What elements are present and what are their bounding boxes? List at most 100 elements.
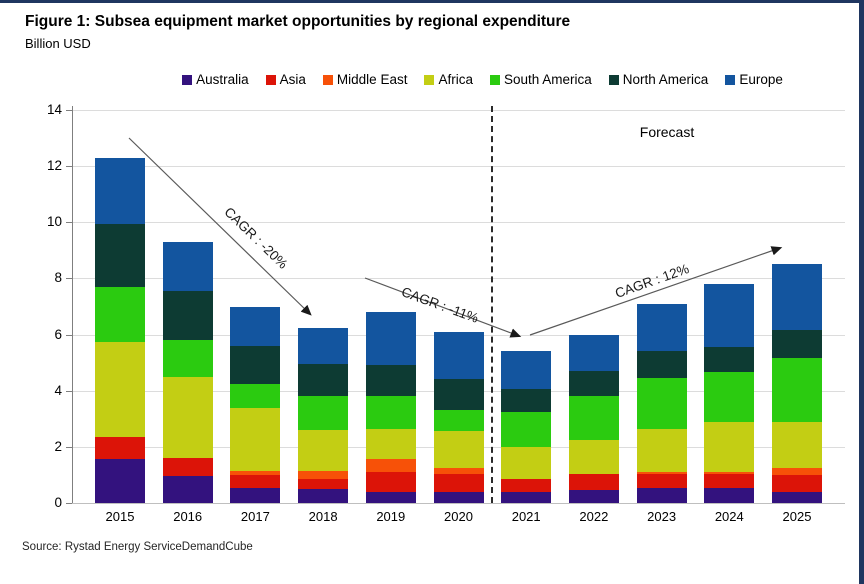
bar-2020-africa: [433, 431, 484, 468]
bar-2019-asia: [365, 472, 416, 492]
bar-2017-asia: [230, 474, 281, 488]
x-tick-label-2020: 2020: [444, 509, 473, 524]
x-tick-label-2024: 2024: [714, 509, 744, 524]
bar-2020-asia: [433, 473, 484, 492]
forecast-divider-line: [491, 106, 494, 503]
cagr-label-decline-1: CAGR : -20%: [221, 204, 291, 272]
legend-swatch-icon: [725, 74, 736, 85]
bar-2015-north-america: [95, 223, 145, 287]
bar-2024-south-america: [704, 372, 755, 422]
bar-2017-north-america: [230, 345, 281, 384]
bar-2020-europe: [433, 331, 484, 380]
legend-swatch-icon: [265, 74, 276, 85]
bar-2023-europe: [636, 303, 687, 352]
bar-2019-middle-east: [365, 459, 416, 473]
x-tick-label-2022: 2022: [579, 509, 609, 524]
legend-item-asia: Asia: [265, 72, 306, 87]
bar-2020-australia: [433, 491, 484, 503]
bar-2017-south-america: [230, 383, 281, 408]
bar-2020-north-america: [433, 379, 484, 411]
x-tick-label-2016: 2016: [173, 509, 203, 524]
bar-2018-europe: [298, 327, 349, 365]
legend-label: South America: [503, 72, 592, 87]
bar-2024-middle-east: [704, 472, 755, 474]
y-tick-label-4: 4: [54, 382, 62, 398]
bar-2016-asia: [162, 458, 213, 477]
y-tick-label-14: 14: [46, 102, 62, 117]
bar-2023-middle-east: [636, 472, 687, 474]
top-border: [0, 0, 864, 3]
bar-2017-australia: [230, 487, 281, 503]
y-tick-label-10: 10: [46, 214, 62, 230]
bar-2025-middle-east: [772, 467, 822, 475]
bar-2015-europe: [95, 157, 145, 224]
bar-2022-north-america: [568, 371, 619, 397]
legend-swatch-icon: [489, 74, 500, 85]
gridline-y14: [73, 110, 845, 111]
bar-2019-africa: [365, 428, 416, 460]
forecast-label: Forecast: [639, 124, 695, 140]
bar-2025-australia: [772, 491, 822, 503]
y-tick-12: [66, 166, 72, 168]
bar-2023-asia: [636, 473, 687, 488]
bar-2017-africa: [230, 407, 281, 471]
bar-2018-africa: [298, 430, 349, 471]
bar-2015-south-america: [95, 286, 145, 342]
y-tick-0: [66, 503, 72, 504]
bar-2015-asia: [95, 437, 145, 460]
legend-swatch-icon: [424, 74, 435, 85]
bar-2023-south-america: [636, 378, 687, 429]
bar-2023-australia: [636, 487, 687, 503]
bar-2016-north-america: [162, 291, 213, 341]
bar-2024-north-america: [704, 347, 755, 373]
bar-2021-asia: [501, 479, 552, 492]
legend-label: Asia: [279, 72, 306, 87]
bar-2020-middle-east: [433, 467, 484, 474]
bar-2018-australia: [298, 488, 349, 503]
x-tick-label-2019: 2019: [376, 509, 406, 524]
bar-2016-south-america: [162, 340, 213, 377]
bar-2018-north-america: [298, 364, 349, 397]
bar-2019-north-america: [365, 365, 416, 397]
bar-2024-europe: [704, 284, 755, 348]
bar-2021-africa: [501, 446, 552, 480]
legend-swatch-icon: [608, 74, 619, 85]
bar-2025-asia: [772, 474, 822, 492]
bar-2025-south-america: [772, 358, 822, 422]
bar-2019-south-america: [365, 396, 416, 429]
bar-2018-south-america: [298, 396, 349, 430]
bar-2017-europe: [230, 306, 281, 346]
cagr-arrow-2015-2018: [128, 137, 312, 316]
y-tick-14: [66, 110, 72, 111]
legend-item-europe: Europe: [725, 72, 783, 87]
bar-2015-africa: [95, 341, 145, 438]
bar-2025-north-america: [772, 330, 822, 359]
y-tick-label-2: 2: [54, 438, 62, 454]
y-tick-2: [66, 446, 72, 448]
bar-2018-middle-east: [298, 470, 349, 480]
y-tick-10: [66, 222, 72, 224]
legend-item-north-america: North America: [608, 72, 708, 87]
legend-item-south-america: South America: [489, 72, 592, 87]
y-tick-label-8: 8: [54, 270, 62, 286]
x-tick-label-2023: 2023: [647, 509, 677, 524]
x-tick-label-2021: 2021: [511, 509, 541, 524]
x-tick-label-2017: 2017: [240, 509, 270, 524]
legend-item-middle-east: Middle East: [322, 72, 407, 87]
bar-2016-africa: [162, 376, 213, 459]
y-tick-8: [66, 278, 72, 280]
bar-2021-australia: [501, 491, 552, 503]
x-axis-line: [72, 503, 845, 504]
bar-2017-middle-east: [230, 470, 281, 475]
legend-item-australia: Australia: [182, 72, 249, 87]
source-note: Source: Rystad Energy ServiceDemandCube: [22, 541, 253, 553]
bar-2019-europe: [365, 312, 416, 366]
x-tick-label-2025: 2025: [782, 509, 812, 524]
bar-2022-south-america: [568, 396, 619, 440]
legend-swatch-icon: [322, 74, 333, 85]
figure-subtitle: Billion USD: [25, 36, 91, 51]
y-tick-label-12: 12: [46, 158, 62, 174]
bar-2021-south-america: [501, 411, 552, 447]
y-tick-label-0: 0: [54, 495, 62, 510]
